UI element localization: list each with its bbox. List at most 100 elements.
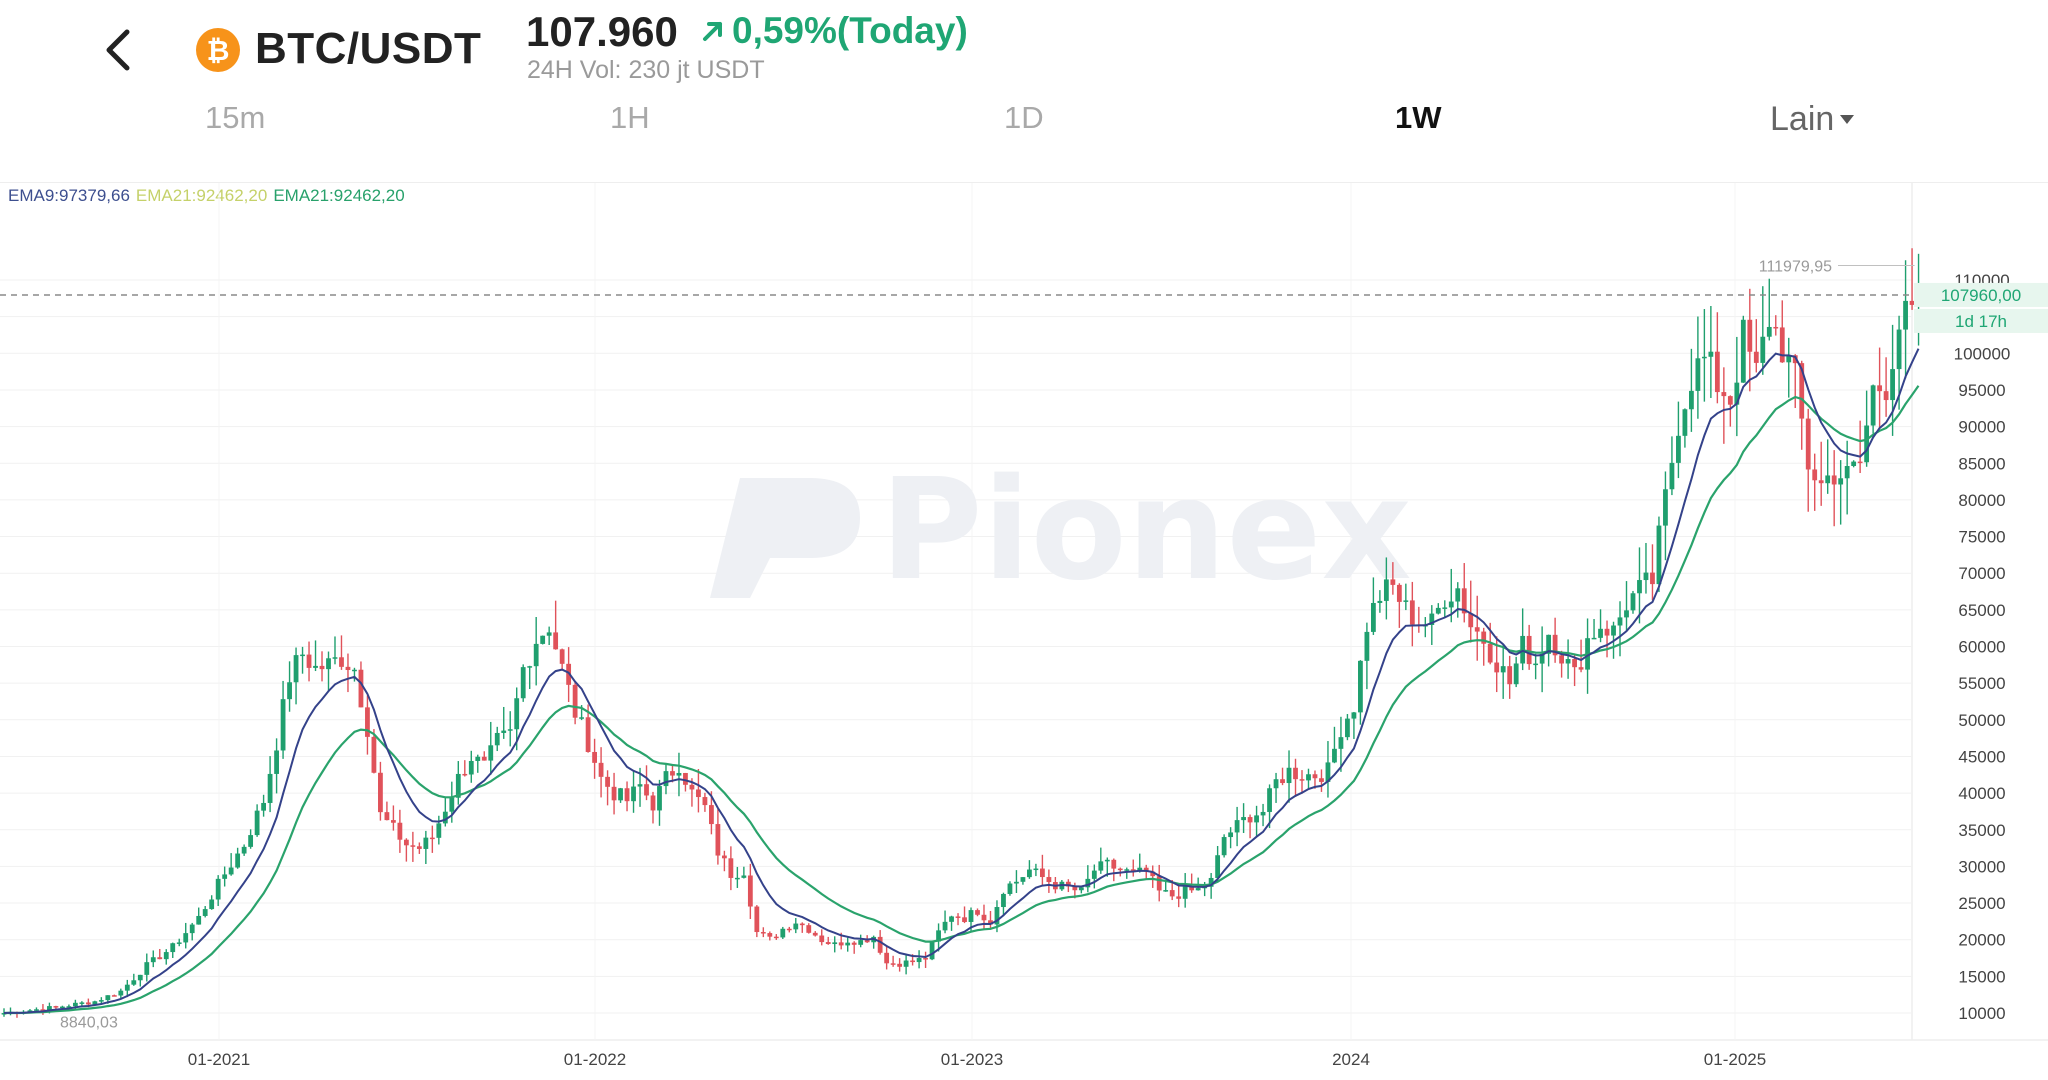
- candle-body: [1325, 762, 1331, 782]
- candle-body: [683, 772, 688, 785]
- candle-body: [897, 963, 903, 967]
- candle-body: [1267, 788, 1272, 812]
- candle-body: [618, 788, 623, 801]
- candle-body: [371, 736, 377, 773]
- candle-body: [1611, 625, 1616, 636]
- candle-body: [1169, 890, 1175, 897]
- candle-body: [235, 853, 241, 868]
- candle-body: [66, 1006, 72, 1008]
- candle-body: [1247, 817, 1253, 823]
- candle-body: [1513, 663, 1519, 685]
- candle-body: [942, 921, 948, 931]
- candle-body: [1890, 369, 1895, 401]
- y-tick-label: 10000: [1958, 1004, 2005, 1023]
- bitcoin-coin-icon: ₿: [196, 28, 240, 72]
- y-tick-label: 70000: [1958, 564, 2005, 583]
- candle-body: [702, 797, 708, 806]
- candle-body: [1150, 871, 1156, 877]
- caret-down-icon: [1840, 114, 1855, 124]
- candle-body: [209, 899, 215, 910]
- candle-body: [261, 802, 266, 811]
- candle-body: [812, 932, 818, 936]
- candle-body: [1663, 489, 1668, 526]
- candle-body: [793, 923, 799, 930]
- candle-body: [1001, 893, 1006, 908]
- pionex-logo-icon: [710, 478, 860, 598]
- countdown-tag: [1914, 308, 2048, 333]
- candle-body: [1163, 890, 1169, 892]
- candle-body: [170, 943, 176, 953]
- candle-body: [60, 1006, 65, 1009]
- candle-body: [248, 835, 254, 847]
- y-tick-label: 55000: [1958, 674, 2005, 693]
- candle-body: [345, 666, 351, 671]
- candle-body: [300, 654, 305, 657]
- candle-body: [1111, 859, 1117, 869]
- tab-15m[interactable]: 15m: [205, 100, 266, 135]
- candle-body: [709, 805, 714, 825]
- candle-body: [85, 1002, 91, 1005]
- candle-body: [988, 920, 993, 925]
- candle-body: [410, 845, 416, 847]
- tab-more[interactable]: Lain: [1770, 100, 1855, 139]
- current-price-label: 107960,00: [1941, 286, 2021, 305]
- candle-body: [397, 822, 403, 840]
- candle-body: [1825, 475, 1831, 484]
- candle-body: [1104, 859, 1110, 862]
- candle-body: [163, 952, 169, 960]
- tab-1d[interactable]: 1D: [1004, 100, 1044, 135]
- candle-body: [650, 795, 656, 811]
- candle-body: [481, 756, 487, 761]
- y-tick-label: 80000: [1958, 491, 2005, 510]
- back-button[interactable]: [96, 24, 140, 76]
- candle-body: [553, 632, 559, 650]
- candle-body: [890, 963, 896, 965]
- candle-body: [287, 682, 292, 700]
- candle-body: [1442, 607, 1448, 609]
- candle-body: [1481, 631, 1487, 644]
- volume-24h: 24H Vol: 230 jt USDT: [527, 56, 765, 84]
- candle-body: [1156, 876, 1162, 891]
- candle-body: [144, 962, 150, 975]
- y-tick-label: 20000: [1958, 931, 2005, 950]
- candle-body: [222, 874, 228, 879]
- pionex-watermark: Pionex: [880, 449, 1412, 612]
- candle-body: [274, 750, 279, 774]
- candle-body: [1377, 600, 1383, 603]
- chart-grid: [0, 183, 2048, 1041]
- candle-body: [1669, 462, 1675, 490]
- candle-body: [994, 907, 1000, 925]
- candle-body: [378, 772, 383, 813]
- candle-body: [1500, 666, 1506, 673]
- candle-body: [1027, 869, 1032, 878]
- tab-1w[interactable]: 1W: [1395, 100, 1442, 135]
- ema21-label-yellow: EMA21:92462,20: [135, 186, 268, 205]
- candle-body: [183, 933, 189, 943]
- back-arrow-icon: [106, 29, 130, 71]
- tab-1h[interactable]: 1H: [610, 100, 650, 135]
- candle-body: [981, 914, 987, 921]
- candle-body: [391, 820, 396, 823]
- candle-body: [546, 632, 552, 636]
- candle-body: [1396, 584, 1402, 602]
- price-chart[interactable]: Pionex 10000 15000 20000 25000 30000 35000 400…: [0, 183, 2048, 1080]
- candle-body: [1896, 329, 1902, 370]
- candle-body: [845, 942, 851, 946]
- candle-body: [1877, 385, 1883, 392]
- y-tick-label: 45000: [1958, 747, 2005, 766]
- candle-body: [1020, 877, 1026, 882]
- candle-body: [1215, 855, 1221, 878]
- candle-body: [1689, 390, 1694, 410]
- candle-body: [1195, 888, 1201, 891]
- candle-body: [1805, 418, 1811, 470]
- candle-body: [1507, 666, 1513, 685]
- candle-body: [1546, 634, 1552, 654]
- candle-body: [1818, 480, 1824, 484]
- candle-body: [877, 936, 883, 953]
- trading-pair-title[interactable]: BTC/USDT: [255, 24, 482, 73]
- candle-body: [1143, 867, 1149, 872]
- ema21-line: [3, 385, 1920, 1015]
- candle-body: [851, 942, 857, 945]
- candle-body: [488, 745, 494, 761]
- candle-body: [475, 756, 481, 761]
